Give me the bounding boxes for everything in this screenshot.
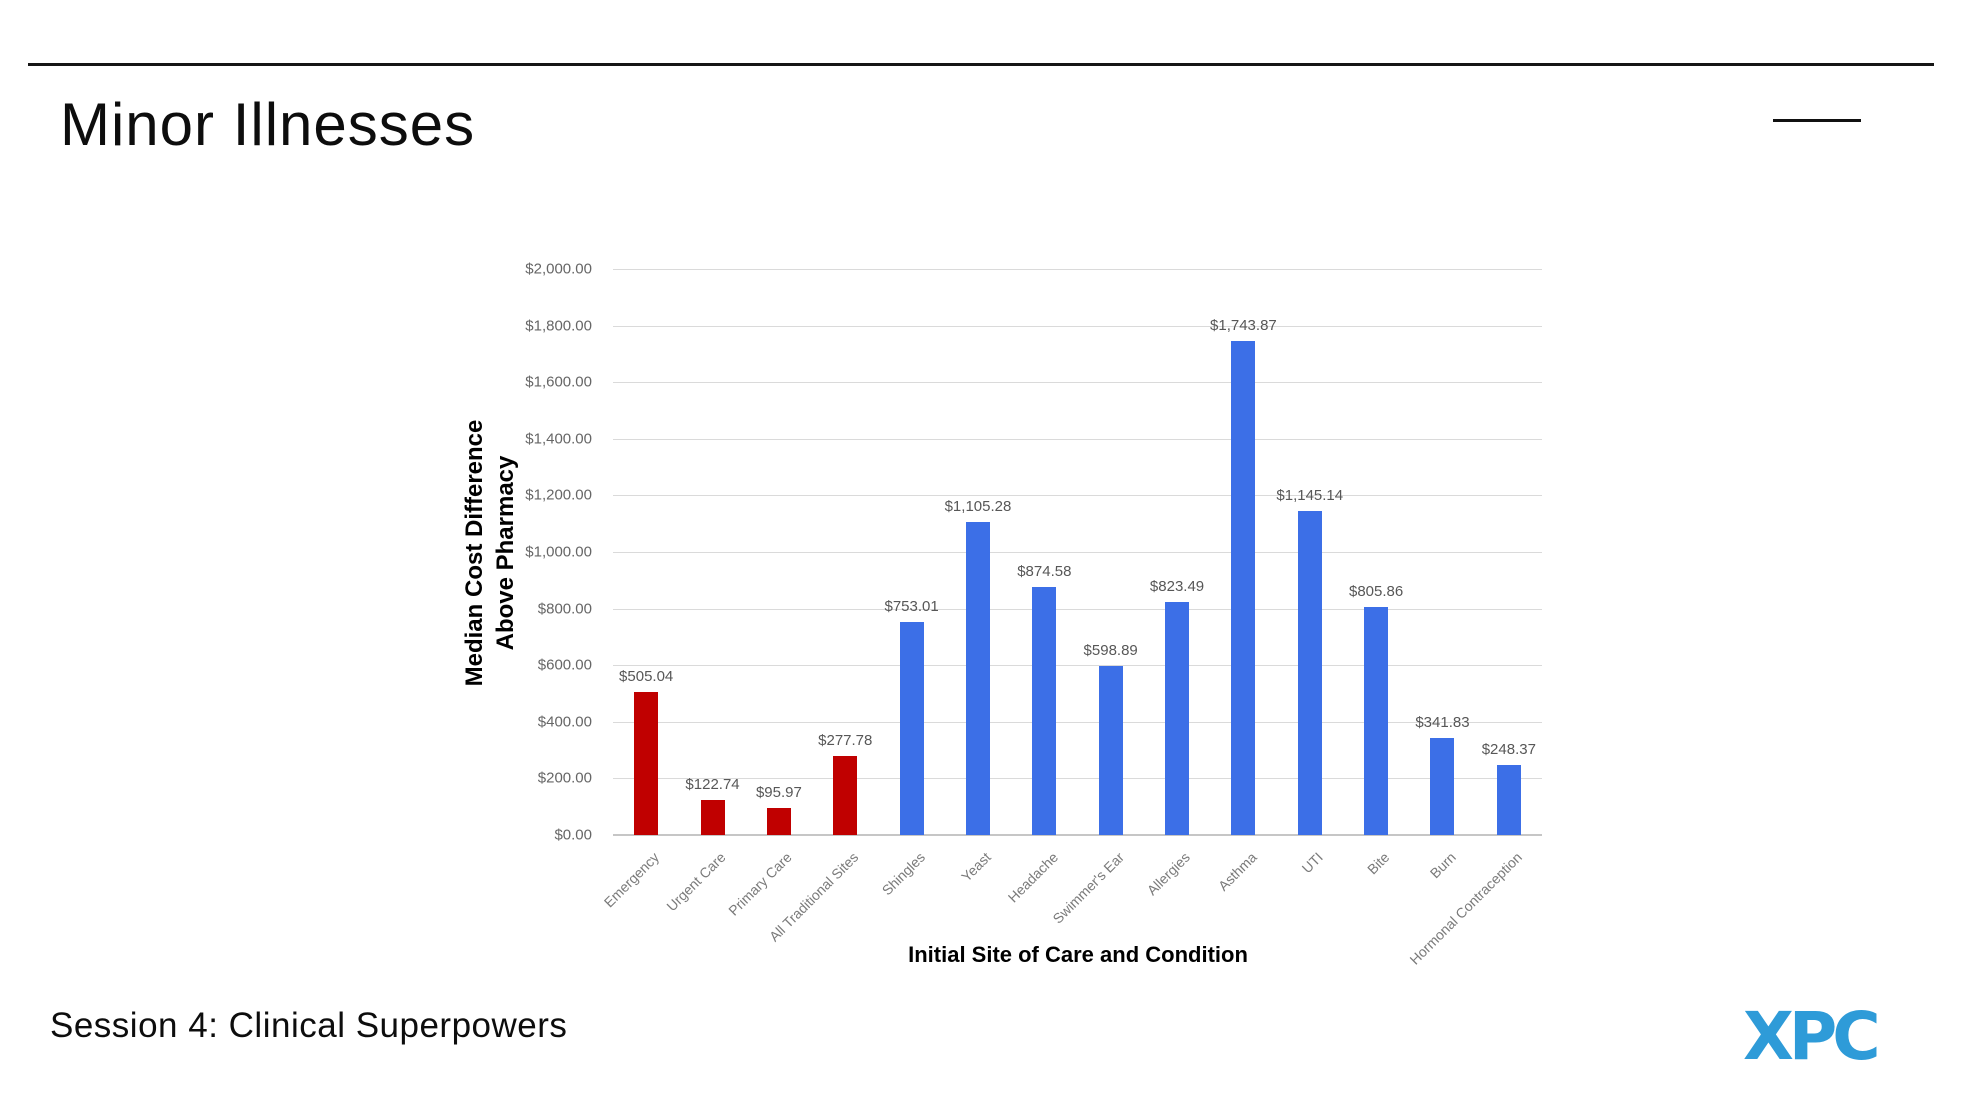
x-tick-label: Hormonal Contraception (1406, 849, 1526, 968)
x-tick-label: Shingles (878, 849, 928, 899)
gridline (613, 721, 1542, 723)
bar (899, 622, 924, 835)
bar-value-label: $874.58 (1017, 563, 1072, 580)
x-tick-label: Headache (1004, 849, 1061, 906)
bar-value-label: $1,145.14 (1276, 487, 1344, 504)
y-axis-tick-labels: $0.00 $200.00 $400.00 $600.00 $800.00 $1,000.… (455, 261, 592, 844)
x-tick-label: Yeast (958, 849, 995, 885)
bar-value-label: $505.04 (619, 668, 674, 685)
gridline (613, 495, 1542, 497)
bar-value-label: $823.49 (1149, 578, 1205, 595)
x-tick-label: UTI (1298, 849, 1327, 877)
bar (1098, 666, 1123, 835)
gridline (613, 438, 1542, 440)
x-tick-label: Bite (1364, 849, 1393, 878)
bar (700, 800, 725, 835)
bar-value-label: $95.97 (755, 784, 802, 801)
y-tick-label: $1,000.00 (525, 543, 592, 561)
xpc-logo: XPC (1743, 998, 1881, 1075)
bar-value-label: $598.89 (1083, 642, 1138, 659)
gridline (613, 269, 1542, 270)
y-tick-label: $1,600.00 (525, 373, 592, 391)
y-tick-label: $0.00 (554, 826, 592, 844)
gridline (613, 778, 1542, 780)
y-tick-label: $1,200.00 (525, 486, 592, 504)
x-axis-title: Initial Site of Care and Condition (908, 942, 1248, 967)
gridline (613, 325, 1542, 327)
x-tick-label: Primary Care (725, 849, 796, 919)
bar (1297, 511, 1322, 835)
bar-value-label: $1,743.87 (1210, 317, 1277, 334)
y-tick-label: $600.00 (537, 656, 592, 674)
bar (1165, 602, 1190, 835)
top-divider-line (28, 63, 1934, 66)
bar-value-label: $1,105.28 (944, 498, 1012, 515)
page-title: Minor Illnesses (60, 91, 476, 158)
bar-value-label: $277.78 (818, 732, 873, 749)
x-tick-label: Asthma (1214, 849, 1260, 894)
gridline (613, 608, 1542, 610)
bar-value-label: $805.86 (1348, 583, 1404, 600)
bar (1496, 765, 1521, 835)
x-tick-label: Burn (1426, 849, 1459, 882)
y-tick-label: $200.00 (537, 769, 592, 787)
bar-value-label: $248.37 (1481, 741, 1536, 758)
bar-value-label: $341.83 (1415, 714, 1470, 731)
gridline (613, 382, 1542, 384)
gridline (613, 665, 1542, 667)
x-axis-line (613, 834, 1542, 836)
bar (965, 522, 990, 835)
bar-value-label: $753.01 (884, 598, 939, 615)
bar (1364, 607, 1389, 835)
plot-area: $505.04 $122.74 $95.97 $277.78 $753.01 $1,105… (613, 269, 1542, 836)
x-tick-label: Urgent Care (663, 849, 729, 915)
gridline (613, 552, 1542, 553)
x-tick-label: Emergency (601, 849, 663, 911)
bar (833, 756, 858, 835)
y-tick-label: $1,400.00 (525, 430, 592, 448)
footer-session-label: Session 4: Clinical Superpowers (50, 1006, 568, 1045)
bar-value-label: $122.74 (685, 776, 740, 793)
bar (1231, 341, 1256, 835)
bar (1032, 587, 1057, 835)
bar (766, 808, 791, 835)
bar (634, 692, 659, 835)
y-tick-label: $1,800.00 (525, 317, 592, 335)
x-tick-label: Swimmer's Ear (1049, 849, 1128, 927)
x-tick-label: Allergies (1144, 849, 1194, 899)
y-tick-label: $400.00 (537, 713, 592, 731)
decorative-short-line (1773, 119, 1861, 122)
y-tick-label: $2,000.00 (525, 260, 592, 278)
y-tick-label: $800.00 (537, 600, 592, 618)
bar (1430, 738, 1455, 835)
